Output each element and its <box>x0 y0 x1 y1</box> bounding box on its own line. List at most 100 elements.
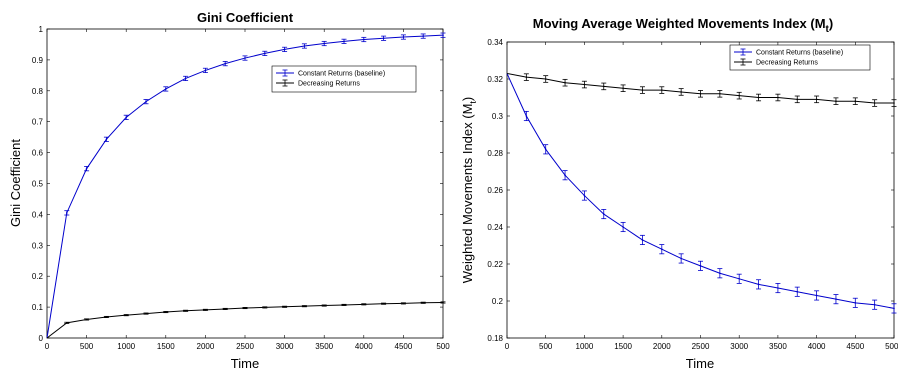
error-bar <box>717 90 723 98</box>
error-bar <box>282 305 288 308</box>
error-bar <box>523 73 529 81</box>
data-point <box>719 272 721 275</box>
y-tick-label: 0.2 <box>492 297 504 306</box>
legend-label: Decreasing Returns <box>756 60 818 67</box>
error-bar <box>301 305 307 308</box>
x-tick-label: 1500 <box>157 342 175 351</box>
data-point <box>422 35 425 37</box>
error-bar <box>620 221 626 233</box>
data-point <box>564 81 566 84</box>
data-point <box>641 239 644 241</box>
chart-title: Moving Average Weighted Movements Index … <box>533 16 833 35</box>
data-point <box>583 83 586 86</box>
error-bar <box>381 302 387 305</box>
error-bar <box>698 260 703 271</box>
data-point <box>382 302 385 305</box>
y-axis-label-suffix: ) <box>460 97 475 101</box>
data-point <box>442 301 444 304</box>
data-point <box>184 310 187 312</box>
data-point <box>204 69 207 72</box>
legend-entry: Constant Returns (baseline) <box>734 48 843 57</box>
legend-label: Constant Returns (baseline) <box>756 50 843 57</box>
data-point <box>382 37 385 40</box>
x-tick-label: 4000 <box>355 342 373 351</box>
y-tick-label: 0.7 <box>32 118 44 127</box>
data-point <box>815 98 818 101</box>
error-bar <box>736 91 742 100</box>
x-tick-label: 3000 <box>276 342 294 351</box>
y-tick-label: 0.5 <box>32 180 44 189</box>
y-tick-label: 0.2 <box>32 272 44 281</box>
y-tick-label: 0.1 <box>32 303 44 312</box>
error-bar <box>562 78 568 87</box>
error-bar <box>543 144 549 155</box>
data-point <box>873 102 876 104</box>
y-tick-label: 0.24 <box>487 223 503 232</box>
error-bar <box>833 294 839 305</box>
error-bar <box>814 95 820 104</box>
y-tick-label: 0.3 <box>32 241 44 250</box>
error-bar <box>620 84 626 92</box>
legend: Constant Returns (baseline) Decreasing Re… <box>729 44 871 71</box>
y-axis: 0.18 0.2 0.22 0.24 0.26 0.28 0.3 0.32 0.34 <box>487 38 894 343</box>
data-point <box>145 312 147 315</box>
x-tick-label: 4500 <box>395 342 413 351</box>
data-point <box>835 100 837 102</box>
data-point <box>602 85 605 88</box>
error-bar <box>872 299 878 310</box>
data-point <box>184 77 187 80</box>
error-bar <box>341 38 347 44</box>
x-tick-label: 0 <box>45 342 50 351</box>
legend-entry: Decreasing Returns <box>734 58 818 67</box>
error-bar <box>103 136 109 142</box>
error-bar <box>891 303 897 314</box>
x-tick-label: 1000 <box>576 342 594 351</box>
x-tick-label: 500 <box>80 342 94 351</box>
error-bar <box>872 99 878 107</box>
x-tick-label: 2000 <box>653 342 671 351</box>
data-point <box>323 42 326 45</box>
error-bar <box>678 88 684 96</box>
error-bar <box>523 110 529 122</box>
error-bar <box>321 304 327 307</box>
data-point <box>796 98 799 101</box>
data-point <box>738 278 740 280</box>
data-point <box>602 213 605 215</box>
data-point <box>66 212 68 214</box>
data-point <box>323 304 326 307</box>
x-tick-label: 3000 <box>730 342 748 351</box>
data-point <box>422 301 425 304</box>
data-point <box>641 89 644 91</box>
error-bar <box>222 61 228 67</box>
y-tick-label: 0 <box>39 334 44 343</box>
error-bar <box>262 306 268 309</box>
data-point <box>283 48 286 51</box>
data-point <box>680 257 682 260</box>
y-tick-label: 0.26 <box>487 186 503 195</box>
error-bar <box>581 80 587 89</box>
legend-box <box>271 65 417 93</box>
error-bar <box>736 273 742 284</box>
data-point <box>244 57 246 59</box>
x-axis-label: Time <box>686 356 714 371</box>
y-axis: 0 0.1 0.2 0.3 0.4 0.5 0.6 0.7 0.8 0.9 1 <box>32 25 443 343</box>
data-point <box>224 62 226 65</box>
chart-title: Gini Coefficient <box>197 10 294 25</box>
error-bar <box>123 114 129 120</box>
y-tick-label: 1 <box>39 25 44 34</box>
data-point <box>66 322 68 324</box>
data-point <box>264 52 266 55</box>
y-axis-label: Weighted Movements Index (Mt) <box>460 97 478 284</box>
data-point <box>165 311 167 313</box>
data-point <box>680 91 682 93</box>
error-bar <box>143 312 149 315</box>
error-bar <box>717 268 723 279</box>
series-line <box>506 73 895 309</box>
chart-title-suffix: ) <box>829 16 833 31</box>
error-bar <box>852 297 858 308</box>
error-bar <box>420 33 426 39</box>
data-point <box>835 298 837 300</box>
x-tick-label: 2000 <box>197 342 215 351</box>
data-point <box>893 307 895 310</box>
